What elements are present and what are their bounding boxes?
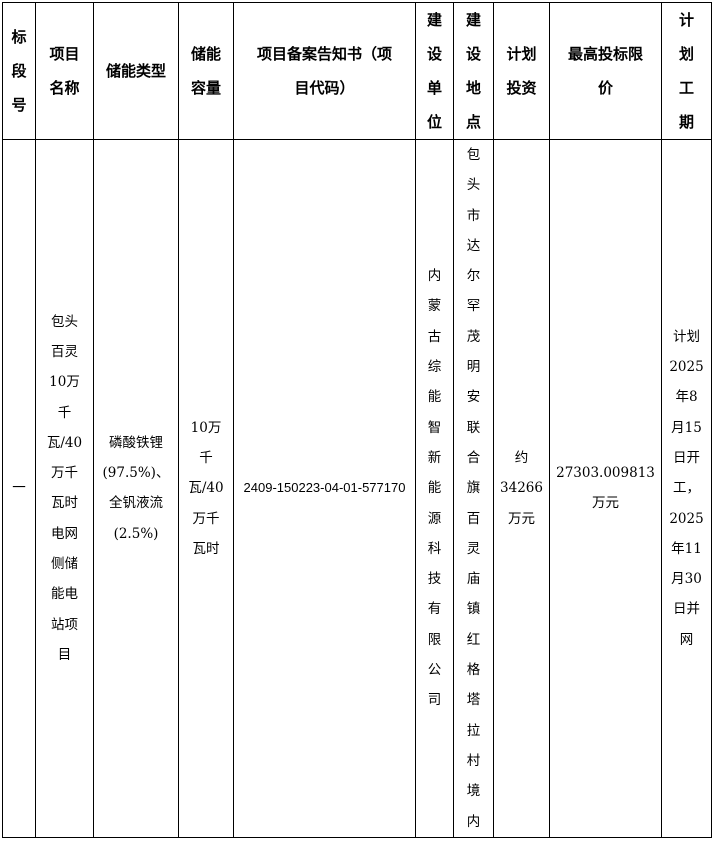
cell-capacity: 10万 千 瓦/40 万千 瓦时 [178,139,234,838]
table-row: 一 包头 百灵 10万 千 瓦/40 万千 瓦时 电网 侧储 能电 站项 目 磷… [2,139,712,838]
cell-max-bid-price: 27303.009813 万元 [549,139,662,838]
header-section-no: 标 段 号 [2,2,36,140]
header-project-name: 项目 名称 [35,2,94,140]
header-row: 标 段 号 项目 名称 储能类型 储能 容量 项目备案告知书（项 目代码） 建 … [2,2,712,140]
header-investment: 计划 投资 [493,2,550,140]
header-builder: 建 设 单 位 [415,2,454,140]
cell-schedule: 计划 2025 年8 月15 日开 工， 2025 年11 月30 日并 网 [661,139,712,838]
cell-section-no: 一 [2,139,36,838]
cell-project-name: 包头 百灵 10万 千 瓦/40 万千 瓦时 电网 侧储 能电 站项 目 [35,139,94,838]
cell-investment: 约 34266 万元 [493,139,550,838]
header-location: 建 设 地 点 [453,2,494,140]
header-schedule: 计 划 工 期 [661,2,712,140]
cell-location: 包 头 市 达 尔 罕 茂 明 安 联 合 旗 百 灵 庙 镇 红 格 塔 拉 … [453,139,494,838]
cell-builder: 内 蒙 古 综 能 智 新 能 源 科 技 有 限 公 司 [415,139,454,838]
header-storage-type: 储能类型 [93,2,179,140]
header-project-code: 项目备案告知书（项 目代码） [233,2,416,140]
cell-storage-type: 磷酸铁锂 (97.5%)、 全钒液流 (2.5%) [93,139,179,838]
header-max-bid-price: 最高投标限 价 [549,2,662,140]
header-capacity: 储能 容量 [178,2,234,140]
cell-project-code: 2409-150223-04-01-577170 [233,139,416,838]
